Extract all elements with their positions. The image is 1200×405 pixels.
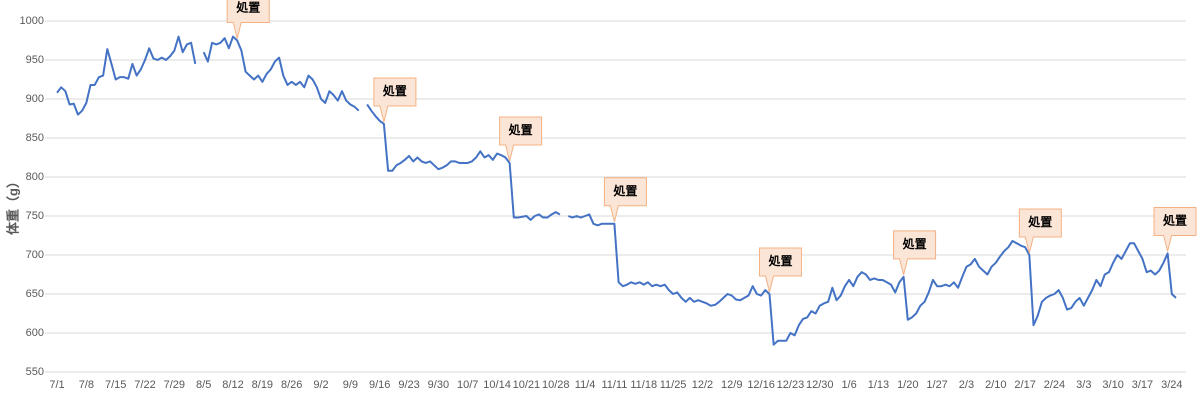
x-tick-label: 12/30 bbox=[806, 379, 834, 391]
x-tick-label: 1/6 bbox=[841, 379, 856, 391]
callout: 処置 bbox=[603, 177, 647, 222]
x-tick-label: 3/24 bbox=[1161, 379, 1182, 391]
x-tick-label: 1/27 bbox=[926, 379, 947, 391]
y-tick-label: 550 bbox=[26, 366, 44, 378]
x-tick-label: 11/11 bbox=[601, 379, 627, 391]
callout-text: 処置 bbox=[767, 253, 792, 268]
x-tick-label: 2/17 bbox=[1014, 379, 1035, 391]
x-tick-label: 10/14 bbox=[483, 379, 511, 391]
x-tick-label: 8/19 bbox=[252, 379, 273, 391]
x-tick-label: 9/30 bbox=[428, 379, 449, 391]
data-line bbox=[567, 213, 1177, 346]
data-line bbox=[56, 35, 197, 116]
y-tick-label: 700 bbox=[26, 249, 44, 261]
x-tick-label: 10/7 bbox=[457, 379, 478, 391]
callout: 処置 bbox=[893, 230, 937, 275]
y-tick-label: 750 bbox=[26, 210, 44, 222]
x-tick-label: 2/24 bbox=[1044, 379, 1065, 391]
y-tick-label: 850 bbox=[26, 132, 44, 144]
x-tick-label: 7/1 bbox=[49, 379, 64, 391]
x-tick-label: 11/4 bbox=[575, 379, 596, 391]
y-tick-label: 800 bbox=[26, 171, 44, 183]
y-tick-label: 900 bbox=[26, 93, 44, 105]
x-tick-label: 7/8 bbox=[79, 379, 94, 391]
callout-box bbox=[373, 77, 417, 123]
x-tick-label: 12/9 bbox=[721, 379, 742, 391]
callout: 処置 bbox=[373, 77, 417, 123]
x-tick-label: 12/23 bbox=[777, 379, 805, 391]
y-tick-label: 950 bbox=[26, 54, 44, 66]
callout-box bbox=[226, 0, 270, 39]
callout-box bbox=[603, 177, 647, 222]
x-tick-label: 7/22 bbox=[134, 379, 155, 391]
x-tick-label: 3/3 bbox=[1076, 379, 1091, 391]
x-tick-label: 9/16 bbox=[369, 379, 390, 391]
callout-text: 処置 bbox=[508, 122, 533, 137]
y-tick-label: 1000 bbox=[20, 15, 44, 27]
x-tick-label: 3/10 bbox=[1102, 379, 1123, 391]
x-tick-label: 3/17 bbox=[1132, 379, 1153, 391]
callout: 処置 bbox=[1153, 206, 1197, 252]
callout-box bbox=[499, 116, 543, 162]
callout-box bbox=[893, 230, 937, 275]
callout-box bbox=[1018, 208, 1062, 254]
data-line bbox=[202, 35, 360, 112]
x-tick-label: 9/23 bbox=[398, 379, 419, 391]
callout: 処置 bbox=[499, 116, 543, 162]
callout: 処置 bbox=[758, 247, 802, 293]
x-tick-label: 9/2 bbox=[313, 379, 328, 391]
x-tick-label: 7/15 bbox=[105, 379, 126, 391]
x-tick-label: 12/2 bbox=[692, 379, 713, 391]
callout-box bbox=[1153, 206, 1197, 252]
x-tick-label: 10/28 bbox=[542, 379, 570, 391]
x-tick-label: 1/13 bbox=[868, 379, 889, 391]
callout-box bbox=[758, 247, 802, 293]
x-tick-label: 11/25 bbox=[660, 379, 687, 391]
x-tick-label: 11/18 bbox=[630, 379, 657, 391]
callout: 処置 bbox=[226, 0, 270, 39]
x-tick-label: 10/21 bbox=[513, 379, 541, 391]
callout-text: 処置 bbox=[1162, 213, 1187, 228]
data-line bbox=[366, 103, 561, 221]
x-tick-label: 2/10 bbox=[985, 379, 1006, 391]
callout-text: 処置 bbox=[382, 83, 407, 98]
x-tick-label: 7/29 bbox=[164, 379, 185, 391]
x-tick-label: 8/12 bbox=[222, 379, 243, 391]
x-tick-label: 1/20 bbox=[897, 379, 918, 391]
callout-text: 処置 bbox=[612, 183, 637, 198]
y-tick-label: 600 bbox=[26, 327, 44, 339]
x-tick-label: 9/9 bbox=[343, 379, 358, 391]
callout-text: 処置 bbox=[1027, 214, 1052, 229]
x-tick-label: 8/26 bbox=[281, 379, 302, 391]
callout: 処置 bbox=[1018, 208, 1062, 254]
y-tick-label: 650 bbox=[26, 288, 44, 300]
callout-text: 処置 bbox=[902, 236, 927, 251]
x-tick-label: 12/16 bbox=[747, 379, 775, 391]
x-tick-label: 8/5 bbox=[196, 379, 211, 391]
y-axis-label: 体重（g） bbox=[5, 175, 20, 235]
callout-text: 処置 bbox=[235, 0, 260, 15]
x-tick-label: 2/3 bbox=[959, 379, 974, 391]
